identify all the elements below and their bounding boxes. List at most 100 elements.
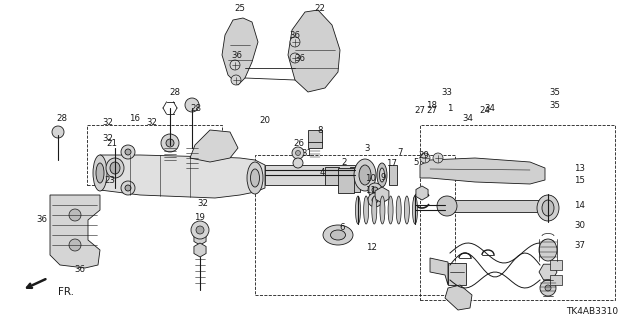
Text: 34: 34 (484, 103, 495, 113)
Ellipse shape (380, 196, 385, 224)
Ellipse shape (537, 195, 559, 221)
Text: 20: 20 (259, 116, 271, 124)
Circle shape (292, 147, 304, 159)
Polygon shape (430, 258, 448, 285)
Text: 8: 8 (317, 125, 323, 134)
Polygon shape (539, 264, 557, 280)
Text: 13: 13 (575, 164, 586, 172)
Text: 17: 17 (387, 158, 397, 167)
Circle shape (420, 153, 430, 163)
Ellipse shape (364, 196, 369, 224)
Text: 23: 23 (104, 175, 115, 185)
Ellipse shape (359, 165, 371, 185)
Polygon shape (445, 285, 472, 310)
Text: 18: 18 (426, 100, 438, 109)
Text: TK4AB3310: TK4AB3310 (566, 308, 618, 316)
Bar (87, 125, 222, 185)
Circle shape (161, 134, 179, 152)
Text: 15: 15 (575, 175, 586, 185)
Polygon shape (375, 187, 389, 203)
Text: 26: 26 (294, 139, 305, 148)
Text: 28: 28 (191, 103, 202, 113)
Text: 9: 9 (380, 172, 386, 181)
Circle shape (433, 153, 443, 163)
Text: 21: 21 (106, 139, 118, 148)
Text: 16: 16 (129, 114, 141, 123)
Bar (550, 275, 562, 285)
Circle shape (125, 185, 131, 191)
Text: 35: 35 (550, 87, 561, 97)
Ellipse shape (110, 162, 120, 174)
Text: 10: 10 (365, 173, 376, 182)
Ellipse shape (539, 239, 557, 261)
Text: 4: 4 (319, 167, 324, 177)
Circle shape (231, 75, 241, 85)
Bar (448, 263, 466, 285)
Text: 25: 25 (234, 4, 246, 12)
Circle shape (290, 37, 300, 47)
Text: 27: 27 (415, 106, 426, 115)
Circle shape (230, 60, 240, 70)
Text: 28: 28 (170, 87, 180, 97)
Bar (265, 165, 355, 185)
Text: 36: 36 (74, 266, 86, 275)
Ellipse shape (250, 169, 259, 187)
Text: 33: 33 (442, 87, 452, 97)
Circle shape (185, 98, 199, 112)
Bar (308, 130, 322, 148)
Ellipse shape (93, 155, 107, 191)
Ellipse shape (372, 196, 377, 224)
Text: 2: 2 (341, 157, 347, 166)
Circle shape (545, 285, 551, 291)
Circle shape (121, 181, 135, 195)
Bar (338, 168, 354, 193)
Circle shape (368, 183, 382, 197)
Text: 5: 5 (413, 157, 419, 166)
Polygon shape (288, 10, 340, 92)
Ellipse shape (330, 230, 346, 240)
Text: 37: 37 (575, 241, 586, 250)
Text: 32: 32 (102, 133, 113, 142)
Ellipse shape (354, 159, 376, 191)
Circle shape (191, 221, 209, 239)
Polygon shape (420, 158, 545, 184)
Polygon shape (100, 155, 265, 198)
Text: 11: 11 (365, 186, 376, 195)
Circle shape (372, 187, 378, 193)
Ellipse shape (388, 196, 393, 224)
Text: 34: 34 (463, 114, 474, 123)
Ellipse shape (106, 158, 124, 178)
Circle shape (290, 53, 300, 63)
Circle shape (372, 197, 378, 203)
Circle shape (196, 226, 204, 234)
Ellipse shape (413, 196, 417, 224)
Text: 35: 35 (550, 100, 561, 109)
Ellipse shape (380, 168, 385, 182)
Text: 29: 29 (419, 150, 429, 159)
Text: 19: 19 (193, 213, 204, 222)
Polygon shape (190, 130, 238, 162)
Ellipse shape (96, 163, 104, 183)
Text: FR.: FR. (58, 287, 74, 297)
Text: 36: 36 (36, 215, 47, 225)
Polygon shape (222, 18, 258, 85)
Text: 32: 32 (102, 117, 113, 126)
Ellipse shape (355, 196, 360, 224)
Text: 31: 31 (301, 148, 312, 157)
Text: 36: 36 (232, 51, 243, 60)
Text: 1: 1 (447, 103, 452, 113)
Text: 32: 32 (198, 198, 209, 207)
Text: 7: 7 (397, 148, 403, 156)
Polygon shape (194, 243, 206, 257)
Bar (445, 200, 540, 212)
Text: 36: 36 (294, 53, 305, 62)
Ellipse shape (542, 200, 554, 216)
Circle shape (125, 149, 131, 155)
Text: 24: 24 (479, 106, 490, 115)
Circle shape (69, 209, 81, 221)
Circle shape (69, 239, 81, 251)
Text: 30: 30 (575, 220, 586, 229)
Bar (255, 155, 455, 295)
Polygon shape (50, 195, 100, 268)
Text: 22: 22 (314, 4, 326, 12)
